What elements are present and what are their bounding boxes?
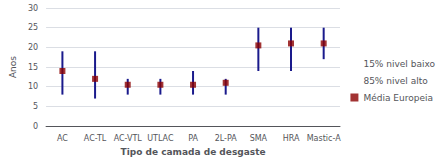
svg-text:2L-PA: 2L-PA xyxy=(215,134,238,143)
svg-text:SMA: SMA xyxy=(250,134,268,143)
svg-text:10: 10 xyxy=(28,82,38,91)
svg-text:0: 0 xyxy=(33,122,38,131)
svg-text:AC: AC xyxy=(57,134,68,143)
svg-text:Tipo de camada de desgaste: Tipo de camada de desgaste xyxy=(121,147,266,157)
svg-text:Média Europeia: Média Europeia xyxy=(363,93,433,103)
svg-text:5: 5 xyxy=(33,102,38,111)
svg-text:15: 15 xyxy=(28,63,38,72)
svg-text:HRA: HRA xyxy=(283,134,300,143)
svg-text:AC-VTL: AC-VTL xyxy=(114,134,143,143)
svg-text:20: 20 xyxy=(28,43,38,52)
svg-text:25: 25 xyxy=(28,23,38,32)
svg-text:PA: PA xyxy=(188,134,198,143)
svg-text:30: 30 xyxy=(28,4,38,13)
svg-text:Mastic-A: Mastic-A xyxy=(307,134,341,143)
svg-text:UTLAC: UTLAC xyxy=(147,134,174,143)
svg-text:85% nivel alto: 85% nivel alto xyxy=(363,76,428,86)
svg-text:15% nivel baixo: 15% nivel baixo xyxy=(363,59,435,69)
svg-text:Anos: Anos xyxy=(8,56,18,78)
svg-text:AC-TL: AC-TL xyxy=(84,134,107,143)
